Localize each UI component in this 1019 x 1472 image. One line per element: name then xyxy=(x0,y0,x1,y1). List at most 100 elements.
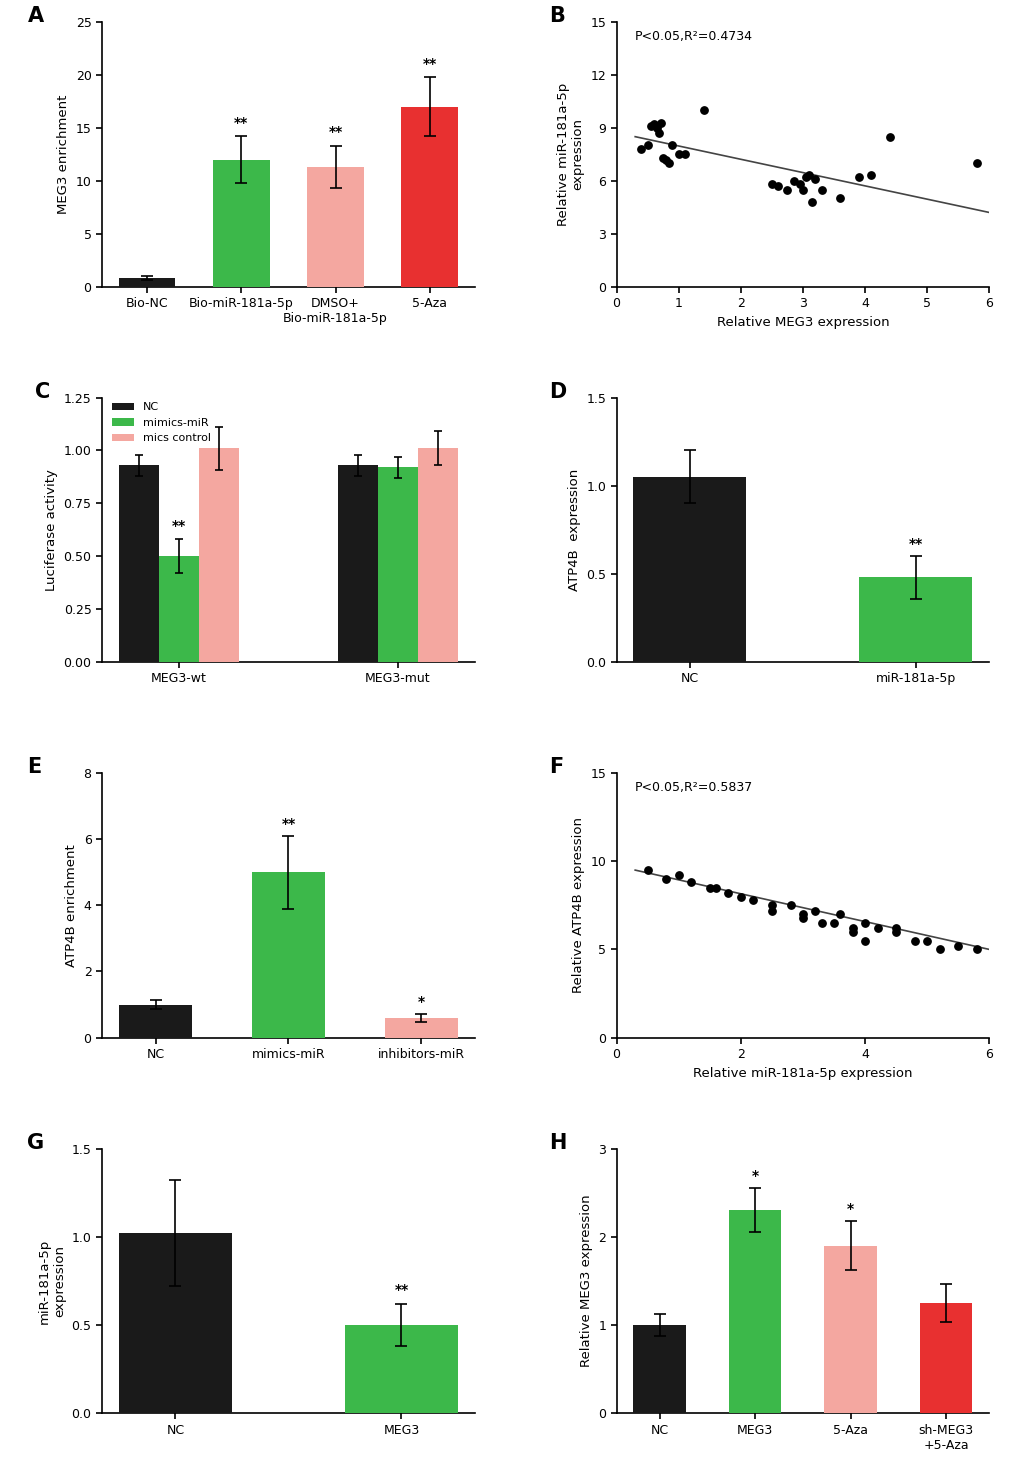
Point xyxy=(676,143,692,166)
Point xyxy=(763,172,780,196)
Point xyxy=(888,917,904,941)
Point xyxy=(844,920,860,944)
Point xyxy=(669,143,686,166)
Bar xyxy=(337,465,377,662)
Point xyxy=(719,882,736,905)
Bar xyxy=(119,278,175,287)
Text: B: B xyxy=(549,6,565,26)
Y-axis label: MEG3 enrichment: MEG3 enrichment xyxy=(57,94,70,213)
Point xyxy=(856,929,872,952)
Point xyxy=(800,163,816,187)
Y-axis label: Relative miR-181a-5p
expression: Relative miR-181a-5p expression xyxy=(556,82,584,225)
Point xyxy=(660,152,677,175)
Text: E: E xyxy=(28,757,42,777)
Point xyxy=(642,115,658,138)
Point xyxy=(645,112,661,135)
Y-axis label: Relative ATP4B expression: Relative ATP4B expression xyxy=(571,817,584,994)
Point xyxy=(813,178,829,202)
Bar xyxy=(384,1017,458,1038)
Bar xyxy=(859,577,971,662)
Bar xyxy=(401,106,458,287)
Text: **: ** xyxy=(281,817,296,832)
Bar xyxy=(119,1004,192,1038)
Bar xyxy=(199,449,239,662)
Point xyxy=(639,858,655,882)
Text: A: A xyxy=(28,6,44,26)
Text: G: G xyxy=(28,1133,45,1153)
Point xyxy=(683,870,699,894)
Y-axis label: ATP4B enrichment: ATP4B enrichment xyxy=(65,843,77,967)
Point xyxy=(657,147,674,171)
Point xyxy=(862,163,878,187)
Bar xyxy=(823,1245,876,1413)
Point xyxy=(844,917,860,941)
Point xyxy=(639,134,655,158)
Point xyxy=(906,929,922,952)
Text: **: ** xyxy=(172,520,186,533)
Point xyxy=(652,110,668,134)
Point xyxy=(633,137,649,160)
Point xyxy=(868,917,884,941)
Point xyxy=(794,178,810,202)
Point xyxy=(782,894,798,917)
Point xyxy=(968,152,984,175)
Bar xyxy=(252,873,325,1038)
Point xyxy=(654,146,671,169)
Text: *: * xyxy=(418,995,425,1008)
Point xyxy=(813,911,829,935)
Text: C: C xyxy=(35,381,50,402)
Bar xyxy=(377,468,418,662)
Bar xyxy=(307,166,364,287)
Point xyxy=(881,125,898,149)
Point xyxy=(648,116,664,140)
Text: F: F xyxy=(549,757,564,777)
Text: *: * xyxy=(847,1201,854,1216)
Text: **: ** xyxy=(394,1282,409,1297)
Text: H: H xyxy=(549,1133,567,1153)
Legend: NC, mimics-miR, mics control: NC, mimics-miR, mics control xyxy=(107,397,215,447)
Point xyxy=(732,885,748,908)
Point xyxy=(657,867,674,891)
Point xyxy=(930,938,947,961)
Bar xyxy=(159,556,199,662)
Point xyxy=(888,920,904,944)
Point xyxy=(850,165,866,188)
Point xyxy=(797,165,813,188)
Bar xyxy=(919,1303,971,1413)
Point xyxy=(806,899,822,923)
Y-axis label: Relative MEG3 expression: Relative MEG3 expression xyxy=(579,1195,592,1367)
Point xyxy=(763,894,780,917)
Text: **: ** xyxy=(422,57,436,71)
Text: *: * xyxy=(751,1169,758,1183)
Point xyxy=(806,168,822,191)
Point xyxy=(918,929,934,952)
Bar xyxy=(213,159,269,287)
Text: P<0.05,R²=0.4734: P<0.05,R²=0.4734 xyxy=(635,29,752,43)
Y-axis label: ATP4B  expression: ATP4B expression xyxy=(567,468,580,590)
Point xyxy=(707,876,723,899)
Point xyxy=(785,169,801,193)
Text: D: D xyxy=(549,381,567,402)
Bar xyxy=(119,1234,231,1413)
Point xyxy=(779,178,795,202)
Point xyxy=(968,938,984,961)
Point xyxy=(832,187,848,210)
Point xyxy=(769,174,786,197)
Point xyxy=(950,935,966,958)
Point xyxy=(832,902,848,926)
Point xyxy=(794,902,810,926)
X-axis label: Relative MEG3 expression: Relative MEG3 expression xyxy=(716,315,889,328)
X-axis label: Relative miR-181a-5p expression: Relative miR-181a-5p expression xyxy=(693,1067,912,1079)
Text: **: ** xyxy=(328,125,342,140)
Y-axis label: Luciferase activity: Luciferase activity xyxy=(45,470,58,590)
Point xyxy=(669,864,686,888)
Bar xyxy=(633,1325,686,1413)
Text: **: ** xyxy=(908,537,922,551)
Bar xyxy=(729,1210,781,1413)
Bar xyxy=(119,465,159,662)
Point xyxy=(744,888,760,911)
Bar xyxy=(344,1325,458,1413)
Bar xyxy=(633,477,746,662)
Point xyxy=(803,190,819,213)
Point xyxy=(794,905,810,929)
